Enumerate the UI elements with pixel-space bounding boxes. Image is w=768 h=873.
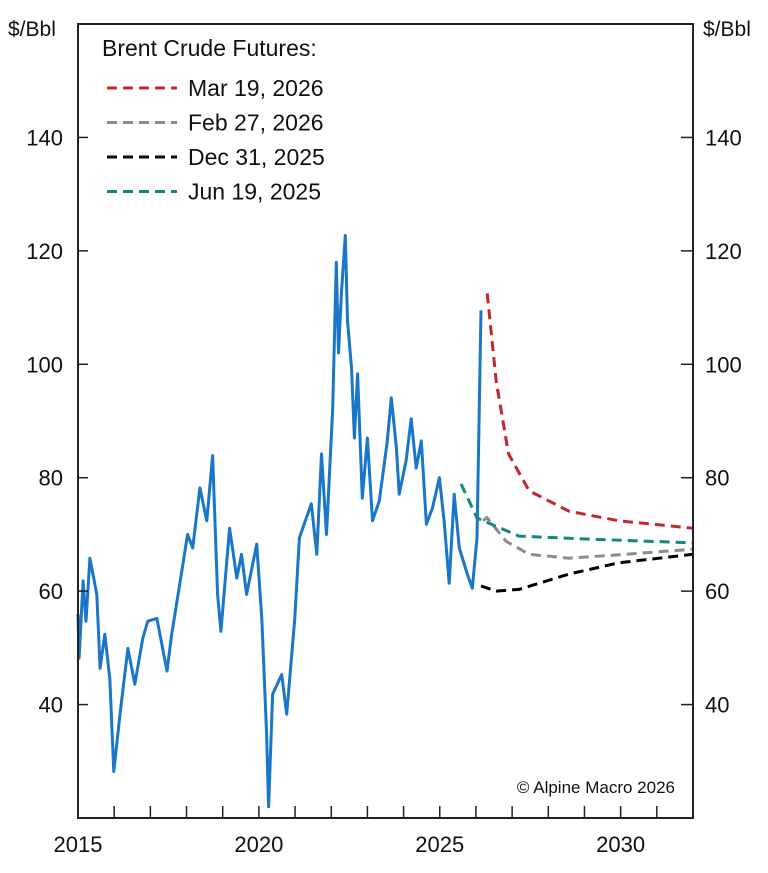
legend: Mar 19, 2026 Feb 27, 2026 Dec 31, 2025 Jun … (107, 75, 325, 205)
y-tick-label-left: 140 (26, 125, 63, 150)
legend-title: Brent Crude Futures: (102, 35, 317, 61)
plot-frame (77, 23, 694, 819)
x-tick-label: 2015 (54, 832, 103, 857)
y-tick-label-left: 80 (39, 466, 63, 491)
y-tick-label-right: 140 (705, 125, 742, 150)
legend-item: Mar 19, 2026 (107, 75, 324, 101)
y-axis-unit-right: $/Bbl (703, 18, 751, 41)
y-axis-unit-left: $/Bbl (8, 18, 56, 41)
legend-item: Feb 27, 2026 (107, 110, 324, 136)
y-tick-label-right: 120 (705, 239, 742, 264)
x-tick-label: 2020 (234, 832, 283, 857)
legend-item: Dec 31, 2025 (107, 144, 325, 170)
series-line-dec-31-2025 (480, 552, 694, 593)
legend-label: Jun 19, 2025 (188, 179, 321, 205)
y-tick-label-right: 100 (705, 352, 742, 377)
y-tick-label-right: 80 (705, 466, 729, 491)
series-line-brent-spot (76, 234, 483, 809)
series-line-feb-27-2026 (482, 515, 694, 560)
y-tick-label-right: 60 (705, 579, 729, 604)
series-line-mar-19-2026 (485, 293, 694, 530)
axis-layer: 40 40 60 60 80 80 100 100 120 120 140 140 2015 2020 20… (26, 125, 741, 857)
y-tick-label-right: 40 (705, 693, 729, 718)
legend-label: Mar 19, 2026 (188, 75, 324, 101)
copyright-annotation: © Alpine Macro 2026 (517, 778, 675, 797)
legend-label: Feb 27, 2026 (188, 110, 324, 136)
series-line-jun-19-2025 (459, 483, 694, 545)
legend-label: Dec 31, 2025 (188, 144, 325, 170)
x-tick-label: 2025 (415, 832, 464, 857)
y-tick-label-left: 100 (26, 352, 63, 377)
x-tick-label: 2030 (596, 832, 645, 857)
y-tick-label-left: 40 (39, 693, 63, 718)
y-tick-label-left: 60 (39, 579, 63, 604)
series-layer (76, 234, 694, 809)
legend-background (90, 28, 380, 210)
y-tick-label-left: 120 (26, 239, 63, 264)
legend-item: Jun 19, 2025 (107, 179, 321, 205)
